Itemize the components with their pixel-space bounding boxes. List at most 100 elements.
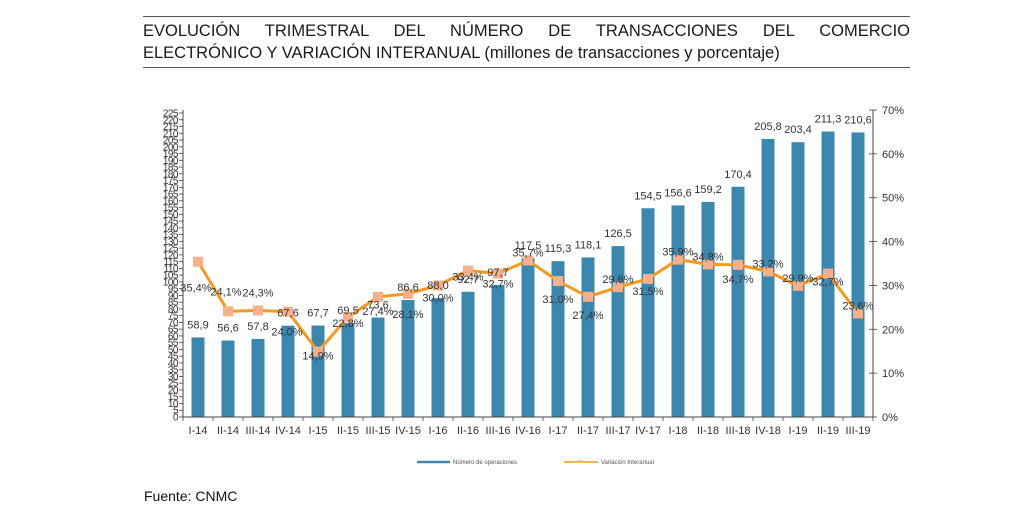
line-layer: [193, 254, 863, 357]
bar: [461, 291, 475, 417]
bar-value-label: 203,4: [784, 124, 812, 136]
left-axis-tick-label: 95: [168, 284, 179, 295]
left-axis-tick-label: 45: [168, 352, 179, 363]
left-axis-tick-label: 150: [163, 210, 179, 221]
bar-value-label: 92,7: [457, 274, 478, 286]
bar-value-label: 156,6: [664, 187, 692, 199]
bar-value-label: 58,9: [187, 319, 208, 331]
line-value-label: 14,9%: [302, 351, 333, 363]
bar: [641, 208, 655, 417]
left-axis-tick-label: 85: [168, 298, 179, 309]
left-axis-tick-label: 120: [163, 250, 179, 261]
left-axis-tick-label: 60: [168, 331, 179, 342]
line-value-label: 28,1%: [392, 309, 423, 321]
variation-marker: [853, 308, 863, 319]
bar: [341, 323, 355, 417]
line-value-label: 23,6%: [842, 300, 873, 312]
chart-title: EVOLUCIÓN TRIMESTRAL DEL NÚMERO DE TRANS…: [143, 20, 910, 64]
bar-value-label: 86,6: [397, 282, 418, 294]
line-value-label: 31,5%: [632, 286, 663, 298]
chart-title-line1: EVOLUCIÓN TRIMESTRAL DEL NÚMERO DE TRANS…: [143, 22, 910, 40]
bar-value-label: 115,3: [545, 243, 572, 255]
left-axis-tick-label: 130: [163, 237, 179, 248]
x-axis-tick-label: II-18: [697, 425, 719, 437]
legend-label-line: Variación Interanual: [601, 460, 654, 466]
bar: [611, 246, 625, 417]
source-note: Fuente: CNMC: [144, 488, 238, 504]
x-axis-tick-label: II-14: [217, 425, 239, 437]
x-axis-tick-label: III-14: [245, 425, 270, 437]
left-axis-tick-label: 190: [163, 156, 179, 167]
bar: [491, 284, 505, 417]
line-value-label: 35,7%: [512, 247, 543, 259]
right-axis-tick-label: 30%: [882, 280, 904, 292]
line-value-label: 24,1%: [210, 286, 241, 298]
legend: Número de operaciones Variación Interanua…: [417, 460, 654, 466]
bar-value-label: 67,7: [307, 308, 328, 320]
left-axis-tick-label: 70: [168, 318, 179, 329]
left-axis-tick-label: 25: [168, 379, 179, 390]
x-axis-tick-label: III-18: [725, 425, 750, 437]
left-axis-tick-label: 125: [163, 244, 179, 255]
variation-marker: [253, 305, 263, 316]
left-axis-tick-label: 15: [168, 392, 179, 403]
left-axis-tick-label: 5: [173, 406, 179, 417]
left-axis-tick-label: 80: [168, 304, 179, 315]
legend-label-bars: Número de operaciones: [453, 460, 517, 466]
right-axis-tick-label: 70%: [882, 105, 904, 117]
variation-marker: [463, 265, 473, 276]
variation-marker: [703, 259, 713, 270]
line-value-label: 29,6%: [602, 274, 633, 286]
line-value-label: 27,4%: [362, 306, 393, 318]
x-axis-tick-label: II-17: [577, 425, 599, 437]
line-value-label: 24,0%: [271, 327, 302, 339]
variation-marker: [523, 255, 533, 266]
variation-marker: [373, 291, 383, 302]
variation-marker: [583, 291, 593, 302]
x-axis-tick-label: IV-17: [635, 425, 661, 437]
bar: [551, 261, 565, 417]
x-axis-tick-label: I-18: [669, 425, 688, 437]
bar: [731, 186, 745, 417]
variation-marker: [403, 288, 413, 299]
bar-value-label: 126,5: [604, 228, 632, 240]
line-value-label: 32,7%: [812, 277, 843, 289]
right-axis-tick-label: 0%: [882, 412, 898, 424]
title-rule-top: [143, 16, 910, 17]
left-axis-tick-label: 170: [163, 183, 179, 194]
left-axis-tick-label: 210: [163, 129, 179, 140]
line-value-label: 35,4%: [180, 283, 211, 295]
bar-value-label: 97,7: [487, 267, 508, 279]
x-axis-tick-label: II-15: [337, 425, 359, 437]
x-axis-tick-label: I-16: [429, 425, 448, 437]
left-axis-tick-label: 90: [168, 291, 179, 302]
bar-value-label: 210,6: [844, 114, 872, 126]
left-axis-tick-label: 205: [163, 136, 179, 147]
title-rule-bottom: [143, 67, 910, 68]
variation-marker: [223, 306, 233, 317]
bar-value-label: 159,2: [694, 184, 722, 196]
bar: [251, 338, 265, 417]
bar: [371, 317, 385, 417]
bar-value-label: 118,1: [575, 239, 602, 251]
variation-marker: [733, 259, 743, 270]
x-axis-tick-label: III-15: [365, 425, 390, 437]
variation-marker: [283, 306, 293, 317]
bar: [791, 142, 805, 417]
variation-marker: [313, 346, 323, 357]
left-axis-tick-label: 10: [168, 399, 179, 410]
x-axis-tick-label: I-17: [549, 425, 568, 437]
bar-value-label: 88,0: [427, 280, 448, 292]
left-axis-tick-label: 35: [168, 365, 179, 376]
bar-value-label: 69,5: [337, 305, 358, 317]
variation-marker: [823, 268, 833, 279]
variation-marker: [553, 276, 563, 287]
left-axis-tick-label: 225: [163, 109, 179, 120]
left-axis-tick-label: 50: [168, 345, 179, 356]
line-value-label: 33,2%: [752, 258, 783, 270]
bar: [191, 337, 205, 417]
line-value-label: 22,8%: [332, 318, 363, 330]
variation-marker: [343, 312, 353, 323]
labels-layer: 58,9 56,6 57,8 67,6 67,7 69,5 73,6 86,6 88,0 92,7…: [180, 114, 873, 363]
